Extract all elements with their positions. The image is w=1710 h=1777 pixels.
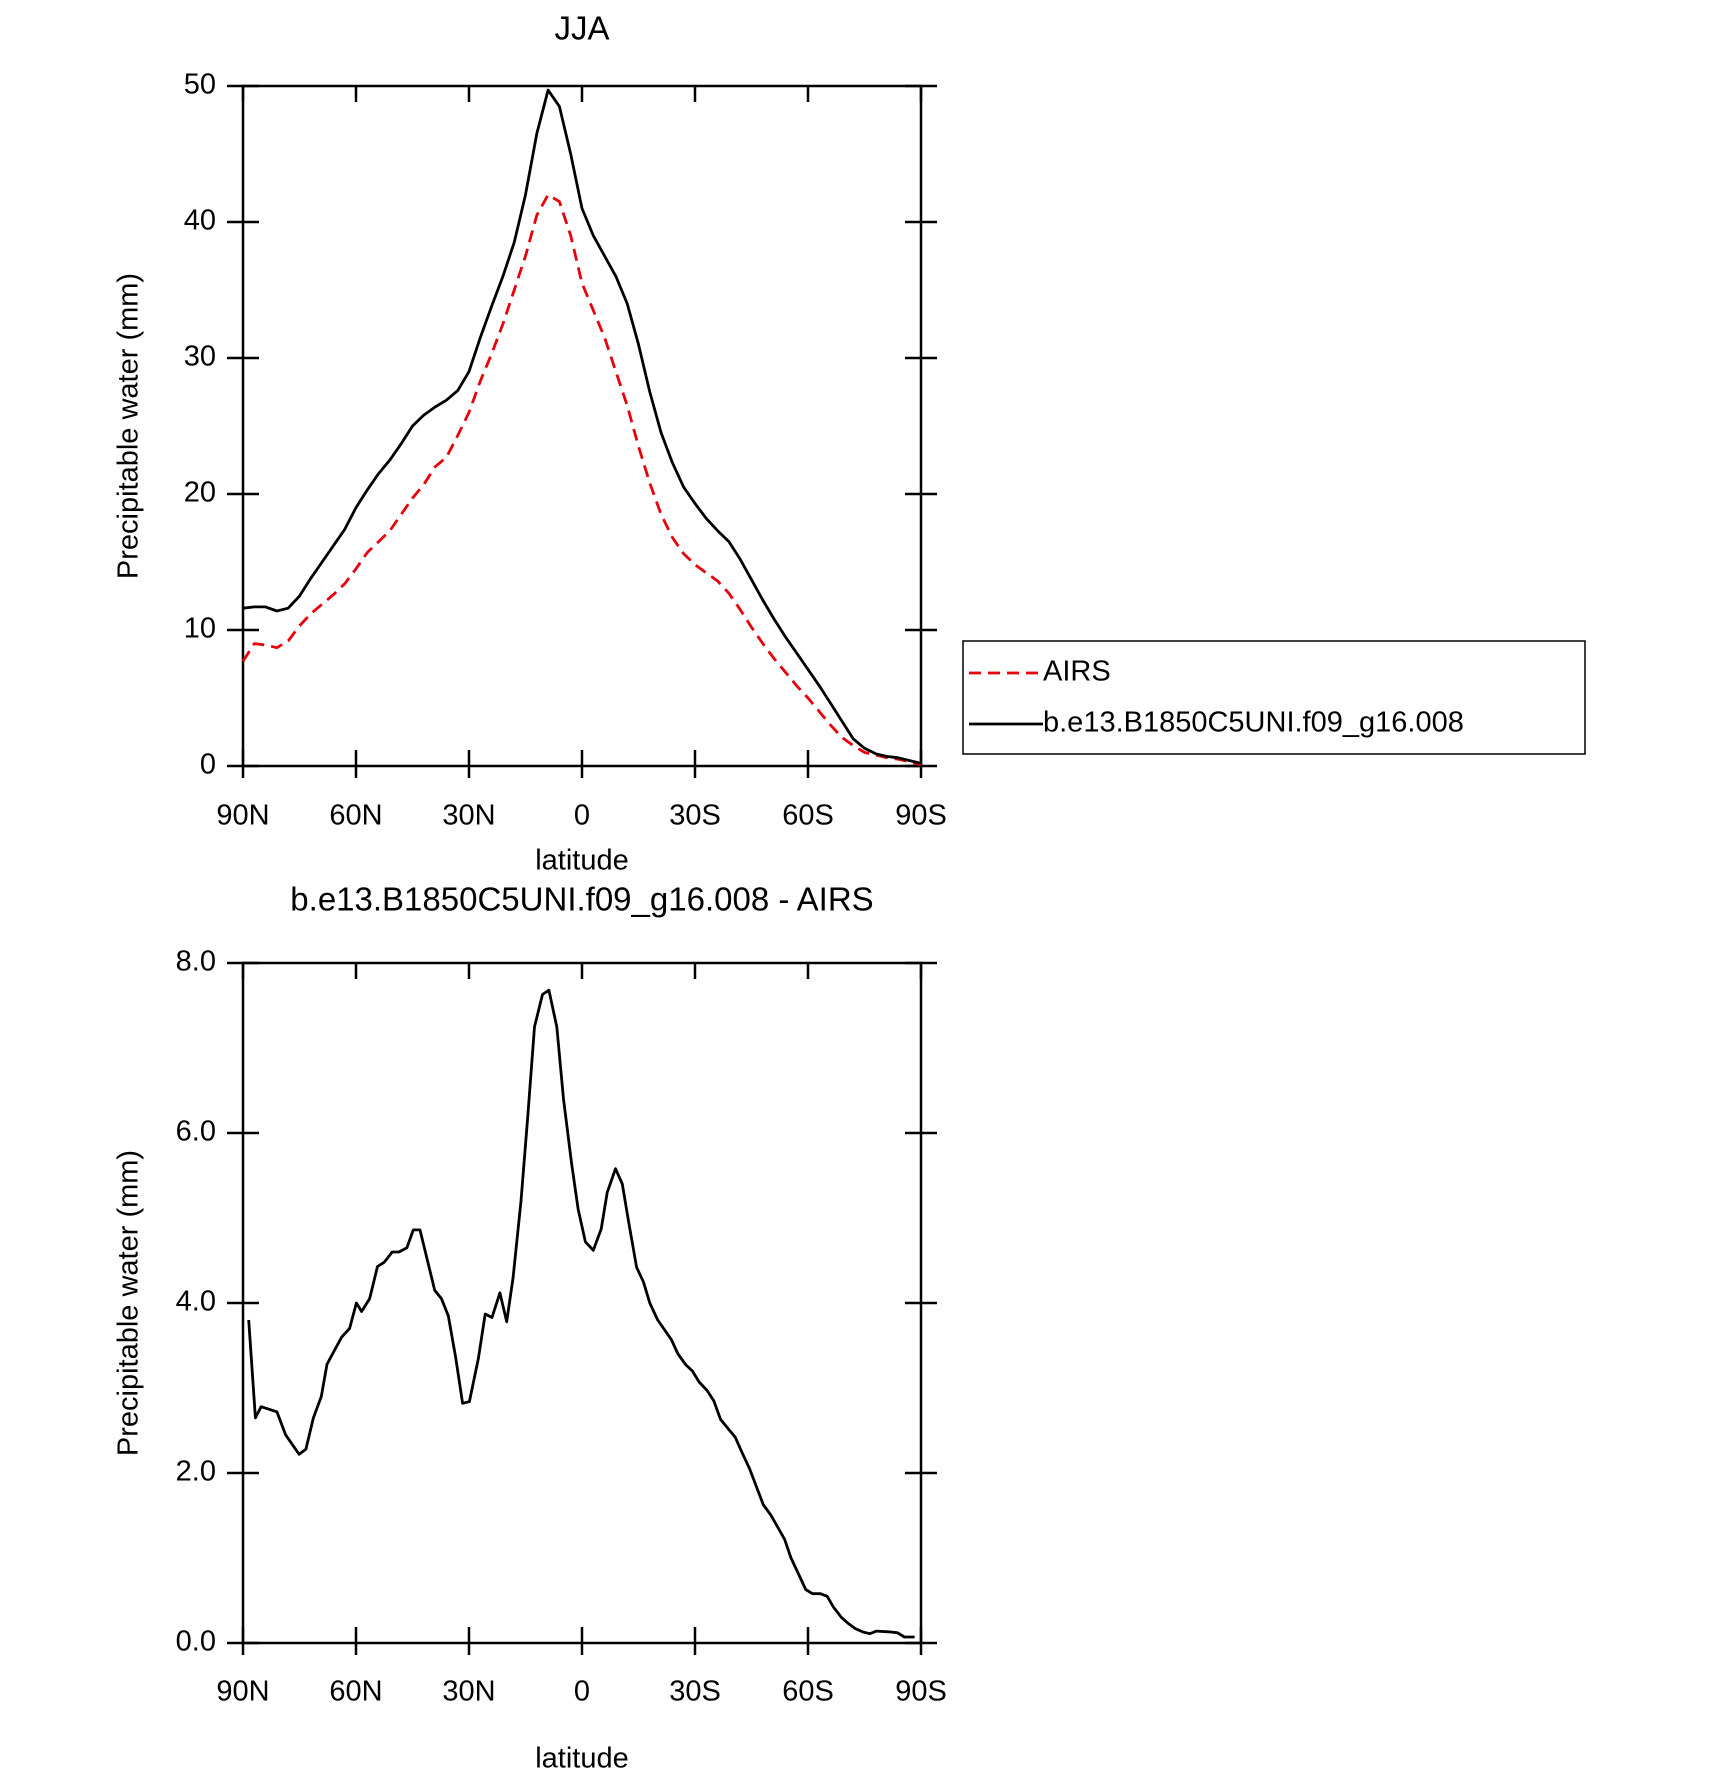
x-axis-label: latitude — [535, 845, 629, 877]
x-tick-label: 30N — [442, 1676, 495, 1708]
x-tick-label: 60S — [782, 800, 834, 832]
legend: AIRS b.e13.B1850C5UNI.f09_g16.008 — [962, 640, 1586, 755]
y-tick-label: 8.0 — [176, 946, 216, 978]
data-line — [247, 988, 915, 1639]
y-tick-label: 20 — [184, 477, 216, 509]
y-tick-label: 10 — [184, 613, 216, 645]
y-tick-label: 0 — [200, 749, 216, 781]
x-tick-label: 60N — [329, 800, 382, 832]
legend-label: AIRS — [1043, 656, 1111, 688]
y-tick-label: 2.0 — [176, 1456, 216, 1488]
x-tick-label: 90N — [216, 800, 269, 832]
x-tick-label: 0 — [574, 1676, 590, 1708]
y-tick-label: 30 — [184, 341, 216, 373]
x-tick-label: 90N — [216, 1676, 269, 1708]
y-tick-label: 50 — [184, 69, 216, 101]
y-tick-label: 0.0 — [176, 1626, 216, 1658]
x-tick-label: 60N — [329, 1676, 382, 1708]
chart-title: b.e13.B1850C5UNI.f09_g16.008 - AIRS — [290, 881, 873, 918]
x-tick-label: 60S — [782, 1676, 834, 1708]
y-tick-label: 4.0 — [176, 1286, 216, 1318]
x-tick-label: 30N — [442, 800, 495, 832]
x-tick-label: 30S — [669, 1676, 721, 1708]
x-tick-label: 0 — [574, 800, 590, 832]
legend-box — [962, 640, 1586, 755]
data-line — [241, 193, 922, 766]
chart-title: JJA — [554, 10, 609, 47]
x-axis-label: latitude — [535, 1743, 629, 1775]
plot-frame — [241, 961, 923, 1645]
plot-frame — [241, 84, 923, 768]
y-tick-label: 40 — [184, 205, 216, 237]
y-tick-label: 6.0 — [176, 1116, 216, 1148]
x-tick-label: 90S — [895, 1676, 947, 1708]
y-axis-label: Precipitable water (mm) — [113, 1150, 145, 1456]
legend-label: b.e13.B1850C5UNI.f09_g16.008 — [1043, 707, 1464, 739]
x-tick-label: 30S — [669, 800, 721, 832]
x-tick-label: 90S — [895, 800, 947, 832]
data-line — [242, 88, 922, 765]
y-axis-label: Precipitable water (mm) — [113, 273, 145, 579]
